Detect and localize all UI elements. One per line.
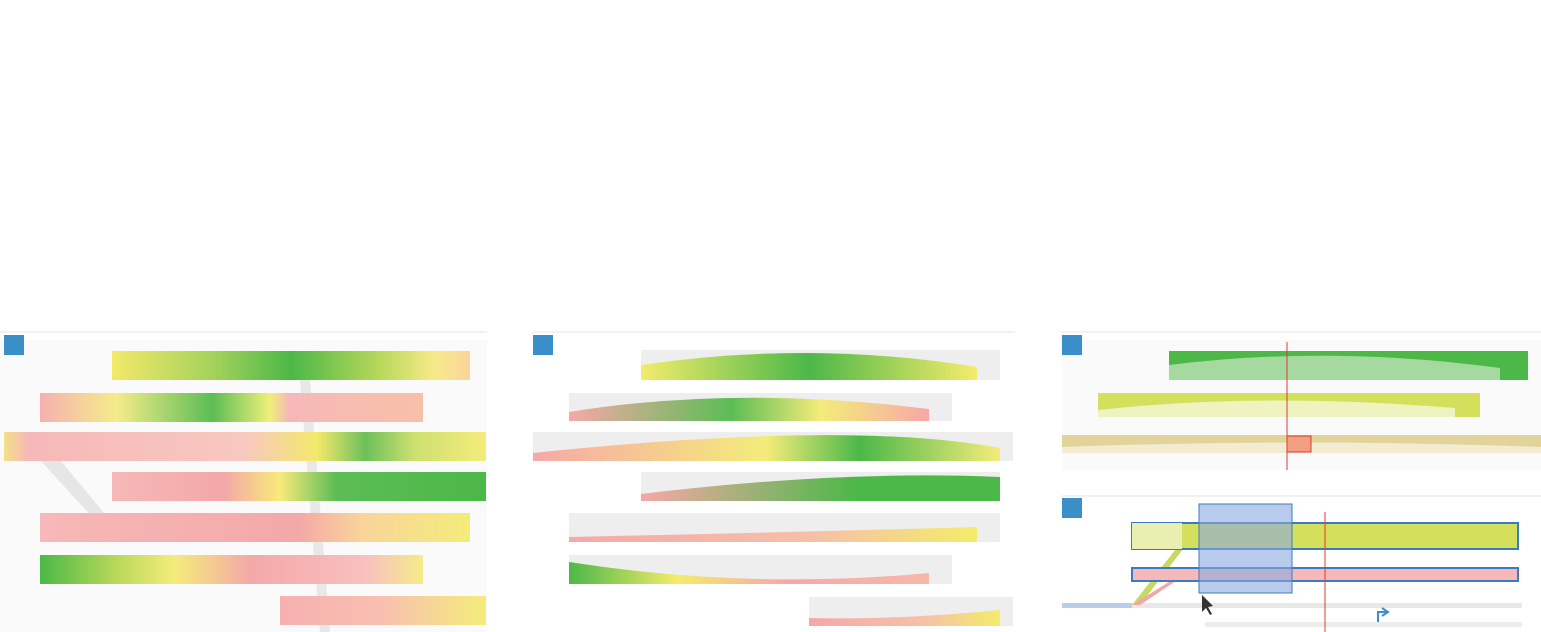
curve <box>1169 355 1500 380</box>
panel-letter-box <box>533 335 553 355</box>
curve <box>533 435 1000 461</box>
curve <box>641 352 977 380</box>
link <box>40 460 110 520</box>
link <box>1132 575 1185 605</box>
heat-row <box>280 596 486 625</box>
curve <box>1098 400 1455 417</box>
track <box>1062 603 1522 608</box>
curve <box>641 475 1000 501</box>
heat-row <box>4 432 486 461</box>
heat-row <box>40 555 423 584</box>
panel-letter-box <box>1062 498 1082 518</box>
heat-row <box>112 472 486 501</box>
mouse-cursor <box>1202 595 1213 615</box>
bar-head <box>1132 523 1182 549</box>
heat-row <box>40 393 423 422</box>
panel-letter-box <box>1062 335 1082 355</box>
panel-c <box>533 335 1013 626</box>
frame-marker <box>1286 435 1312 453</box>
curve <box>569 562 929 584</box>
curve <box>569 397 929 421</box>
arrow <box>1377 607 1390 622</box>
heat-row <box>112 351 470 380</box>
brush[interactable] <box>1198 503 1293 594</box>
panel-b <box>0 335 487 632</box>
panel-e <box>1062 498 1522 632</box>
track <box>1062 603 1132 608</box>
track <box>1205 622 1522 627</box>
panel-letter-box <box>4 335 24 355</box>
curve <box>569 527 977 542</box>
panel-d <box>1062 335 1541 470</box>
curve <box>809 610 1000 626</box>
heat-row <box>40 513 470 542</box>
